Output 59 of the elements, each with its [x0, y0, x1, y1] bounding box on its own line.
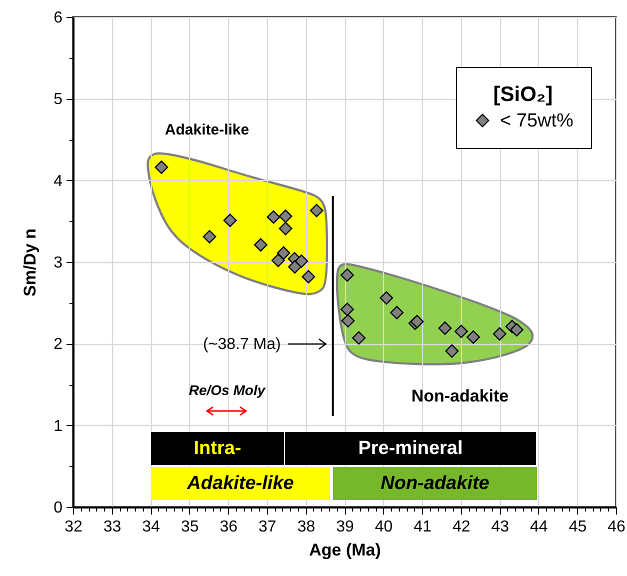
point	[254, 238, 268, 252]
annotation: Intra-	[194, 438, 242, 459]
y-tick-label: 5	[54, 91, 63, 108]
point	[266, 210, 280, 224]
point	[352, 331, 366, 345]
y-tick-label: 6	[54, 10, 63, 26]
x-tick-label: 46	[608, 518, 626, 536]
x-tick-label: 45	[568, 518, 587, 536]
x-tick-label: 40	[374, 518, 393, 536]
y-tick-label: 2	[54, 336, 63, 354]
point	[340, 268, 354, 282]
legend-title: [SiO₂]	[493, 83, 553, 106]
annotation: Pre-mineral	[358, 438, 463, 459]
x-tick-label: 43	[491, 518, 510, 536]
ref-line-label: (~38.7 Ma)	[203, 336, 281, 353]
x-tick-label: 37	[258, 518, 276, 536]
x-tick-label: 39	[336, 518, 354, 536]
point	[340, 302, 354, 316]
x-tick-label: 41	[414, 518, 432, 536]
x-tick-label: 44	[530, 518, 548, 536]
point	[310, 204, 324, 218]
y-tick-label: 0	[54, 500, 63, 516]
x-tick-label: 34	[142, 518, 160, 536]
point	[276, 246, 290, 260]
y-axis-title: Sm/Dy n	[20, 228, 40, 297]
point	[466, 330, 480, 344]
point	[223, 214, 237, 228]
x-tick-label: 32	[64, 518, 82, 536]
point	[288, 260, 302, 274]
x-tick-label: 38	[297, 518, 316, 536]
point	[271, 254, 285, 268]
point	[154, 160, 168, 174]
x-tick-label: 36	[220, 518, 238, 536]
x-axis-title: Age (Ma)	[309, 540, 381, 560]
annotation: Adakite-like	[186, 473, 294, 494]
x-tick-label: 42	[452, 518, 470, 536]
point	[302, 270, 316, 284]
point	[341, 314, 355, 328]
point	[445, 344, 459, 358]
annotation: Adakite-like	[164, 122, 250, 138]
point	[390, 306, 404, 320]
point	[202, 230, 216, 244]
y-tick-label: 1	[54, 418, 63, 435]
point	[294, 254, 308, 268]
annotation: Non-adakite	[411, 386, 509, 406]
point	[492, 327, 506, 341]
point	[278, 222, 292, 236]
y-tick-label: 3	[54, 254, 63, 272]
y-tick-label: 4	[54, 172, 63, 190]
x-tick-label: 33	[103, 518, 122, 536]
annotation: Non-adakite	[380, 473, 490, 494]
annotation: Re/Os Moly	[188, 382, 266, 398]
point	[380, 291, 394, 305]
point	[438, 321, 452, 335]
legend-label: < 75wt%	[500, 110, 574, 132]
point	[454, 324, 468, 338]
point	[510, 323, 524, 337]
point	[278, 210, 292, 223]
x-tick-label: 35	[180, 518, 199, 536]
